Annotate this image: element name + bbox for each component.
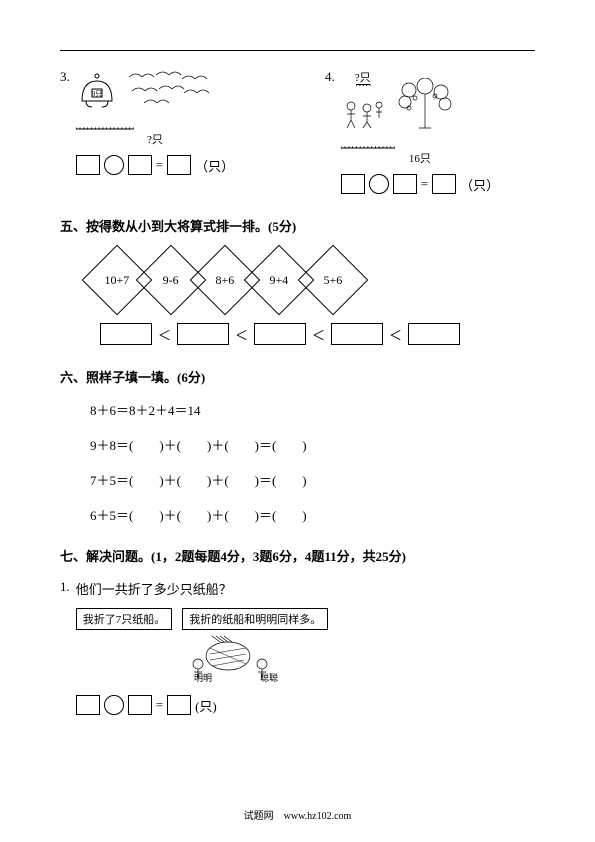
answer-rect[interactable] <box>100 323 152 345</box>
answer-box[interactable] <box>167 155 191 175</box>
q7-1-unit: (只) <box>195 696 217 715</box>
q4-number: 4. <box>325 69 335 85</box>
q3-unknown: ?只 <box>76 131 234 147</box>
name-label-2: 聪聪 <box>260 672 278 682</box>
problem-3: 3. 9只 <box>60 69 285 194</box>
q4-total: 16只 <box>341 150 499 166</box>
answer-box[interactable] <box>128 695 152 715</box>
section7-heading: 七、解决问题。(1，2题每题4分，3题6分，4题11分，共25分) <box>60 546 535 565</box>
section6-line-2[interactable]: 7＋5＝( )＋( )＋( )＝( ) <box>90 470 535 489</box>
operator-circle[interactable] <box>104 155 124 175</box>
section6-example: 8＋6＝8＋2＋4＝14 <box>90 400 535 419</box>
monkeys-left-icon <box>341 98 385 133</box>
equals-sign: = <box>156 157 163 173</box>
q3-content: 9只 <box>76 69 234 175</box>
speech-bubble-2: 我折的纸船和明明同样多。 <box>182 608 328 630</box>
answer-box[interactable] <box>76 695 100 715</box>
equals-sign: = <box>156 697 163 713</box>
problems-3-4-row: 3. 9只 <box>60 69 535 194</box>
curly-brace-icon: ⎴⎴⎴⎴ <box>341 85 385 98</box>
curly-brace-icon: ⎵⎵⎵⎵⎵⎵⎵⎵⎵⎵⎵⎵⎵⎵ <box>341 135 394 150</box>
lt-sign: ＜ <box>158 325 171 344</box>
q4-equation: = （只） <box>341 174 499 194</box>
answer-rect[interactable] <box>177 323 229 345</box>
q4-content: ?只 ⎴⎴⎴⎴ <box>341 69 499 194</box>
operator-circle[interactable] <box>104 695 124 715</box>
footer-text: 试题网 www.hz102.com <box>0 807 595 822</box>
answer-box[interactable] <box>432 174 456 194</box>
q7-1-text: 他们一共折了多少只纸船？ <box>76 579 329 598</box>
answer-box[interactable] <box>393 174 417 194</box>
ordering-row: ＜ ＜ ＜ ＜ <box>100 323 535 345</box>
q3-unit: （只） <box>195 156 234 175</box>
q4-bracket: ⎵⎵⎵⎵⎵⎵⎵⎵⎵⎵⎵⎵⎵⎵ <box>341 135 499 150</box>
q7-1-body: 他们一共折了多少只纸船？ 我折了7只纸船。 我折的纸船和明明同样多。 明明 聪聪 <box>76 579 329 715</box>
birds-flying-icon <box>124 69 214 114</box>
section6-heading: 六、照样子填一填。(6分) <box>60 367 535 386</box>
speech-bubble-1: 我折了7只纸船。 <box>76 608 173 630</box>
children-illustration: 明明 聪聪 <box>136 634 329 685</box>
diamond-expr: 5+6 <box>298 245 369 316</box>
q3-number: 3. <box>60 69 70 85</box>
answer-box[interactable] <box>167 695 191 715</box>
curly-brace-icon: ⎵⎵⎵⎵⎵⎵⎵⎵⎵⎵⎵⎵⎵⎵⎵ <box>76 116 133 131</box>
answer-box[interactable] <box>128 155 152 175</box>
operator-circle[interactable] <box>369 174 389 194</box>
answer-box[interactable] <box>76 155 100 175</box>
lt-sign: ＜ <box>312 325 325 344</box>
answer-rect[interactable] <box>331 323 383 345</box>
monkeys-tree-icon <box>395 78 457 133</box>
lt-sign: ＜ <box>389 325 402 344</box>
answer-box[interactable] <box>341 174 365 194</box>
section6-line-3[interactable]: 6＋5＝( )＋( )＋( )＝( ) <box>90 505 535 524</box>
birdcage-icon: 9只 <box>76 71 118 114</box>
q3-equation: = （只） <box>76 155 234 175</box>
diamond-row: 10+7 9-6 8+6 9+4 5+6 <box>90 249 535 311</box>
cage-label: 9只 <box>92 90 103 98</box>
answer-rect[interactable] <box>254 323 306 345</box>
equals-sign: = <box>421 176 428 192</box>
q3-bracket: ⎵⎵⎵⎵⎵⎵⎵⎵⎵⎵⎵⎵⎵⎵⎵ <box>76 116 234 131</box>
q4-unknown: ?只 <box>341 69 385 85</box>
answer-rect[interactable] <box>408 323 460 345</box>
q7-1: 1. 他们一共折了多少只纸船？ 我折了7只纸船。 我折的纸船和明明同样多。 明明 <box>60 579 535 715</box>
problem-4: 4. ?只 ⎴⎴⎴⎴ <box>325 69 535 194</box>
section6-line-1[interactable]: 9＋8＝( )＋( )＋( )＝( ) <box>90 435 535 454</box>
lt-sign: ＜ <box>235 325 248 344</box>
name-label-1: 明明 <box>194 673 212 682</box>
q7-1-equation: = (只) <box>76 695 329 715</box>
q7-1-number: 1. <box>60 579 70 715</box>
section5-heading: 五、按得数从小到大将算式排一排。(5分) <box>60 216 535 235</box>
top-rule <box>60 50 535 51</box>
q4-unit: （只） <box>460 175 499 194</box>
